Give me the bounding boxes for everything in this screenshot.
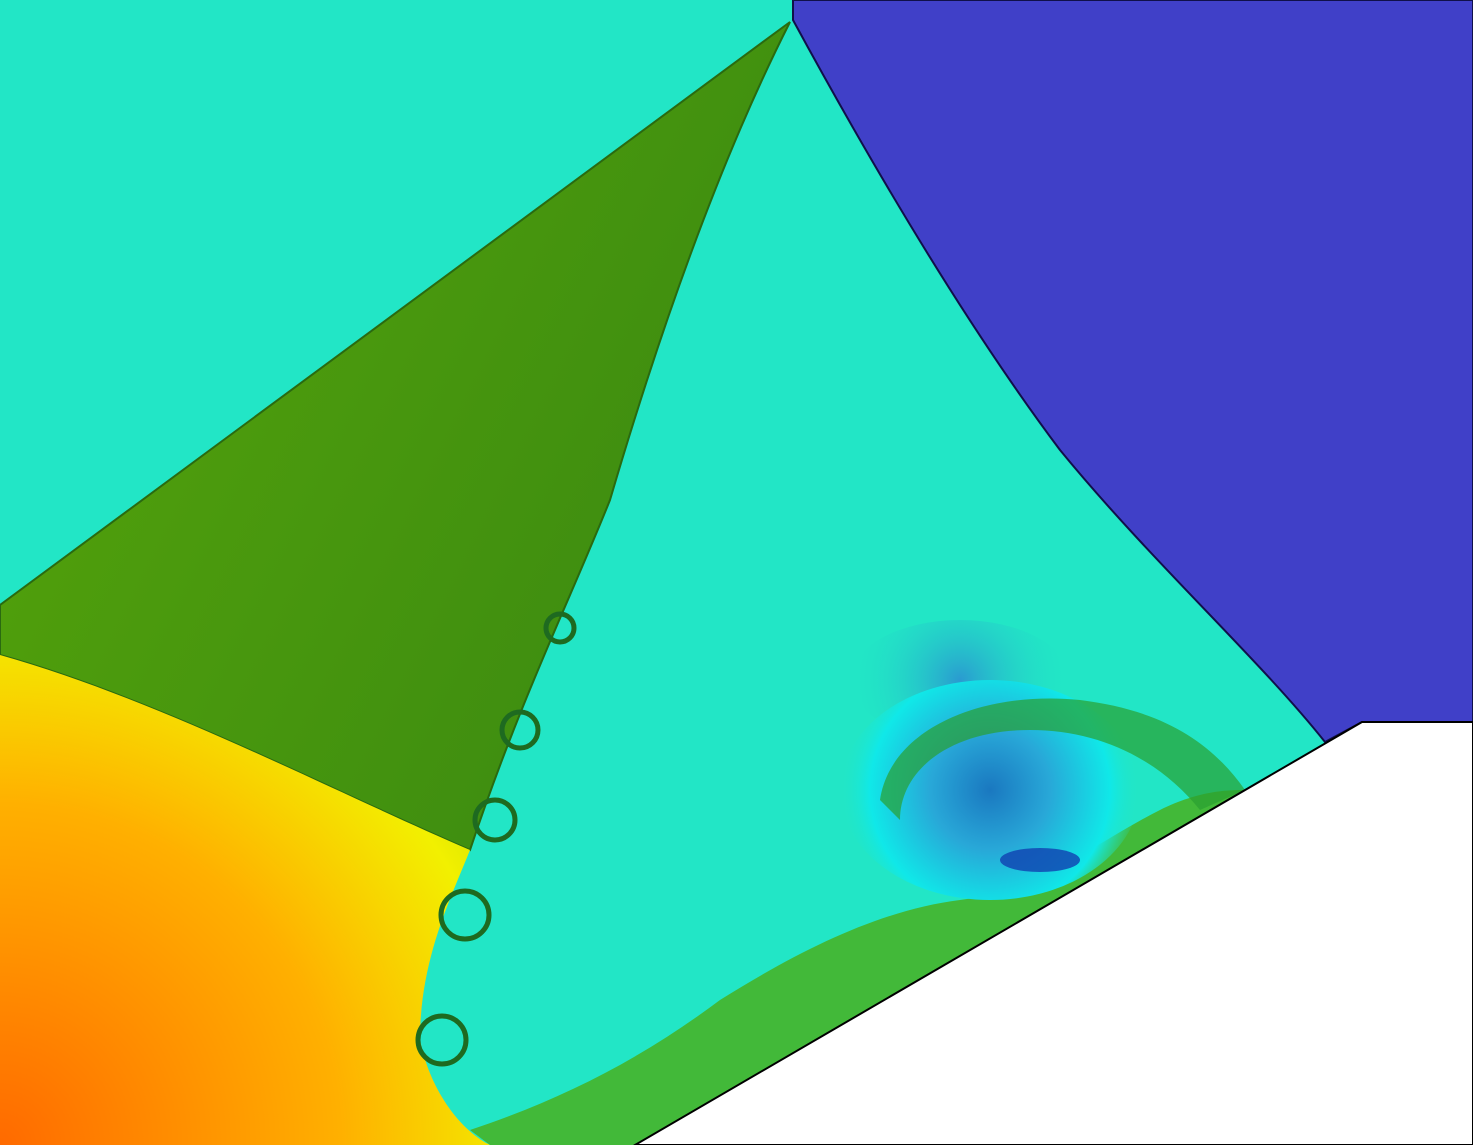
roll-up-layer — [880, 698, 1245, 820]
vortex-core — [840, 680, 1140, 900]
vortex-roll — [438, 888, 492, 942]
low-density-pocket — [1000, 848, 1080, 872]
vortex-roll — [472, 797, 518, 843]
wall-wedge — [633, 721, 1473, 1145]
shear-vortices — [415, 611, 577, 1067]
vortex-roll — [415, 1013, 469, 1067]
vortex-roll — [543, 611, 577, 645]
unshocked-region — [792, 0, 1473, 744]
vortex-roll — [499, 709, 541, 751]
hot-region — [0, 655, 490, 1145]
